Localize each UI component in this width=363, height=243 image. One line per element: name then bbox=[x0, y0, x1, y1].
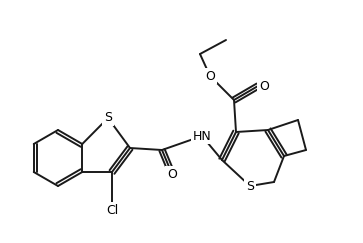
Text: Cl: Cl bbox=[106, 203, 118, 217]
Text: HN: HN bbox=[193, 130, 211, 142]
Text: O: O bbox=[259, 79, 269, 93]
Text: O: O bbox=[167, 167, 177, 181]
Text: S: S bbox=[246, 180, 254, 192]
Text: S: S bbox=[104, 112, 112, 124]
Text: O: O bbox=[205, 69, 215, 83]
